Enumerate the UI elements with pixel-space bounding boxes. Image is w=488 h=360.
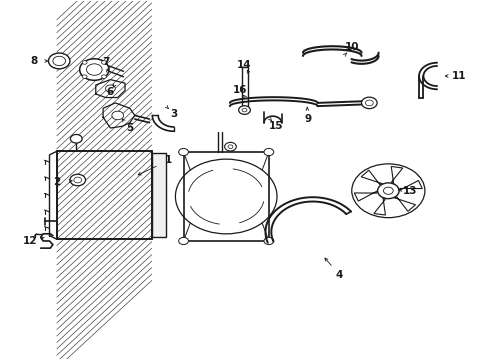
Bar <box>57 151 152 239</box>
Circle shape <box>70 174 85 186</box>
Circle shape <box>351 164 424 218</box>
Circle shape <box>102 60 106 64</box>
Polygon shape <box>393 197 415 211</box>
Text: 16: 16 <box>232 85 246 95</box>
Text: 8: 8 <box>30 56 38 66</box>
Text: 1: 1 <box>165 155 172 165</box>
Circle shape <box>53 56 65 66</box>
Circle shape <box>105 85 115 92</box>
Circle shape <box>86 64 102 75</box>
Text: 5: 5 <box>126 123 133 133</box>
Text: 12: 12 <box>22 236 37 246</box>
Circle shape <box>377 183 398 199</box>
Text: 7: 7 <box>102 57 109 67</box>
Circle shape <box>112 111 123 120</box>
Text: 6: 6 <box>106 87 114 97</box>
Circle shape <box>48 53 70 69</box>
Circle shape <box>227 145 232 148</box>
Circle shape <box>238 106 250 114</box>
Text: 15: 15 <box>268 121 283 131</box>
Text: 2: 2 <box>53 177 61 187</box>
Text: 4: 4 <box>335 270 343 280</box>
Bar <box>152 153 165 237</box>
Polygon shape <box>398 180 422 191</box>
Circle shape <box>178 148 188 156</box>
Polygon shape <box>354 191 377 201</box>
Circle shape <box>264 148 273 156</box>
Text: 11: 11 <box>451 71 466 81</box>
Circle shape <box>365 100 372 106</box>
Circle shape <box>74 177 81 183</box>
Circle shape <box>224 142 236 151</box>
Circle shape <box>383 187 392 194</box>
Text: 10: 10 <box>344 42 358 52</box>
Circle shape <box>82 75 87 78</box>
Bar <box>183 152 268 241</box>
Text: 3: 3 <box>170 109 177 119</box>
Circle shape <box>361 97 376 109</box>
Circle shape <box>80 59 109 80</box>
Circle shape <box>178 237 188 244</box>
Circle shape <box>82 60 87 64</box>
Text: 9: 9 <box>304 114 311 124</box>
Circle shape <box>242 108 246 112</box>
Text: 14: 14 <box>237 60 251 70</box>
Circle shape <box>70 134 82 143</box>
Circle shape <box>102 75 106 78</box>
Polygon shape <box>373 198 385 215</box>
Polygon shape <box>361 170 382 184</box>
Bar <box>57 151 152 239</box>
Circle shape <box>264 237 273 244</box>
Polygon shape <box>390 166 402 184</box>
Text: 13: 13 <box>402 186 417 196</box>
